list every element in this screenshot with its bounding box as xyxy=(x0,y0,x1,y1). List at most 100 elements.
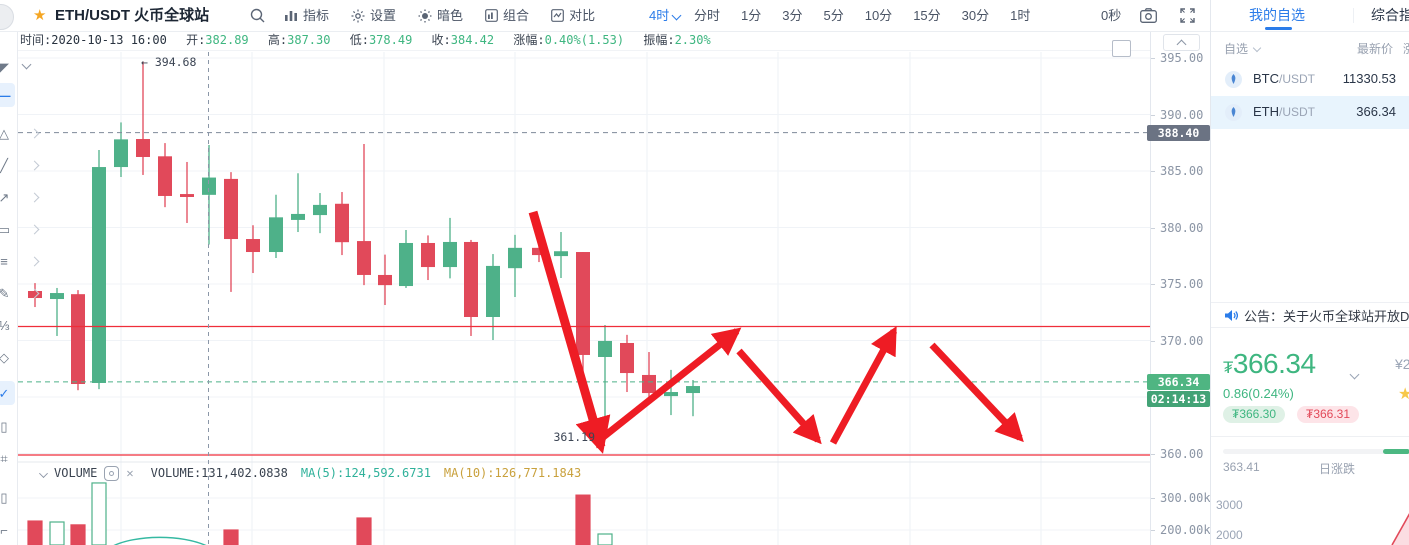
settings-icon xyxy=(351,9,365,23)
day-range-bar xyxy=(1223,449,1409,454)
indicators-icon xyxy=(284,9,298,22)
candlestick-chart[interactable]: ← 394.68 361.19 xyxy=(0,31,1150,545)
volume-ma10: MA(10):126,771.1843 xyxy=(443,466,582,480)
volume-close-icon[interactable]: ✕ xyxy=(126,466,134,480)
group-filter[interactable]: 自选 xyxy=(1224,40,1262,57)
timeframe-option[interactable]: 1时 xyxy=(1010,8,1031,23)
axis-tick xyxy=(1151,284,1155,285)
price-column-label[interactable]: 最新价 xyxy=(1357,42,1394,56)
drawing-tool-icon[interactable]: ✎ xyxy=(0,286,10,301)
axis-tick xyxy=(1151,340,1155,342)
axis-tick xyxy=(1151,530,1155,531)
drawing-tool-icon[interactable]: ◤ xyxy=(0,60,9,75)
timeframe-list: 分时 1分 3分 5分 10分 15分 30分 1时 xyxy=(694,0,1030,31)
huobi-token-icon xyxy=(1225,71,1242,88)
search-icon[interactable] xyxy=(250,8,265,23)
bid-price-pill: ₮366.30 xyxy=(1223,406,1286,423)
exchange-logo xyxy=(0,4,14,30)
change-column-label[interactable]: 涨 xyxy=(1403,40,1409,57)
timeframe-selected[interactable]: 4时 xyxy=(649,0,682,31)
pane-collapse-icon[interactable] xyxy=(21,55,32,73)
day-range-fill xyxy=(1383,449,1409,454)
price-axis-label: 375.00 xyxy=(1160,277,1204,291)
pair-base: BTC/USDT xyxy=(1253,71,1315,86)
price-axis-label: 385.00 xyxy=(1160,164,1204,178)
tab-composite-index[interactable]: 综合指标 xyxy=(1371,7,1409,23)
price-axis-label: 390.00 xyxy=(1160,107,1204,122)
tool-label: 设置 xyxy=(370,8,397,23)
last-price-large: ₮366.34 xyxy=(1223,348,1316,379)
drawing-tool-icon[interactable]: — xyxy=(0,88,15,103)
tool-settings[interactable]: 设置 xyxy=(351,0,396,31)
drawing-tool-icon[interactable]: ✓ xyxy=(0,386,10,401)
price-axis[interactable]: 388.40 366.34 02:14:13 395.00 390.00 385.0… xyxy=(1147,31,1211,545)
timeframe-option[interactable]: 3分 xyxy=(782,8,803,23)
depth-axis-label: 3000 xyxy=(1216,498,1243,512)
price-axis-label: 370.00 xyxy=(1160,333,1204,348)
favorite-star-icon[interactable]: ★ xyxy=(1398,384,1409,404)
watchlist-row-eth[interactable]: ETH/USDT 366.34 xyxy=(1211,96,1409,129)
tool-layout[interactable]: 组合 xyxy=(485,0,529,31)
drawing-tool-icon[interactable]: ▯ xyxy=(0,490,8,505)
symbol-title: ETH/USDT 火币全球站 xyxy=(55,7,210,24)
tab-divider xyxy=(1353,8,1354,23)
svg-text:361.19: 361.19 xyxy=(553,430,595,444)
chart-tools: 指标 设置 暗色 组合 对比 xyxy=(284,0,595,31)
watchlist-row-btc[interactable]: BTC/USDT 11330.53 xyxy=(1211,63,1409,96)
drawing-tool-icon[interactable]: ≡ xyxy=(0,254,8,269)
timeframe-option[interactable]: 10分 xyxy=(864,8,893,23)
favorite-star-icon[interactable]: ★ xyxy=(33,7,47,24)
pair-quote: /USDT xyxy=(1279,105,1315,119)
top-toolbar: ★ ETH/USDT 火币全球站 指标 设置 暗色 组合 对比 4时 分时 1分 3分 5分 1… xyxy=(0,0,1210,32)
tool-dark-mode[interactable]: 暗色 xyxy=(418,0,463,31)
day-low-value: 363.41 xyxy=(1223,460,1260,474)
divider xyxy=(1211,436,1409,437)
drawing-tool-icon[interactable]: ↗ xyxy=(0,190,10,205)
drawing-tool-icon[interactable]: ⌗ xyxy=(0,451,8,466)
drawing-tool-icon[interactable]: ╱ xyxy=(0,158,8,173)
ohlc-info-bar: 时间:2020-10-13 16:00 开:382.89 高:387.30 低:… xyxy=(17,31,1150,51)
watchlist-column-header: 自选 最新价 涨 xyxy=(1211,36,1409,60)
volume-axis-label: 200.00k xyxy=(1160,523,1211,537)
volume-collapse-icon[interactable] xyxy=(39,468,48,478)
tool-indicators[interactable]: 指标 xyxy=(284,0,329,31)
pair-price: 366.34 xyxy=(1356,104,1396,119)
pair-quote: /USDT xyxy=(1279,72,1315,86)
day-range-label: 日涨跌 xyxy=(1319,462,1356,476)
drawing-tool-icon[interactable]: ▭ xyxy=(0,222,11,237)
axis-tick xyxy=(1151,58,1155,59)
drawing-tool-icon[interactable]: ◇ xyxy=(0,350,9,365)
volume-header: VOLUME ✕ VOLUME:131,402.0838 MA(5):124,5… xyxy=(39,465,582,481)
drawing-tool-icon[interactable]: ⌐ xyxy=(0,523,8,538)
layout-icon xyxy=(485,9,498,22)
volume-value: VOLUME:131,402.0838 xyxy=(150,466,288,480)
axis-scroll-up-button[interactable] xyxy=(1163,34,1200,51)
drawing-tool-icon[interactable]: ⅓ xyxy=(0,318,10,333)
chevron-down-icon xyxy=(1253,43,1262,53)
announcement-text: 公告：关于火币全球站开放D xyxy=(1244,308,1409,324)
drawing-toolbar: ◤ — △ ╱ ↗ ▭ ≡ ✎ ⅓ ◇ ✓ ▯ ⌗ ▯ ⌐ xyxy=(0,31,18,545)
chevron-down-icon xyxy=(671,10,682,21)
timeframe-option[interactable]: 1分 xyxy=(741,8,762,23)
timeframe-option[interactable]: 30分 xyxy=(961,8,990,23)
compare-icon xyxy=(551,9,564,22)
axis-tick xyxy=(1151,453,1155,455)
drawing-tool-icon[interactable]: ▯ xyxy=(0,419,8,434)
timeframe-option[interactable]: 15分 xyxy=(913,8,941,23)
price-expand-chevron[interactable] xyxy=(1349,365,1360,383)
announcement-bar[interactable]: 公告：关于火币全球站开放D xyxy=(1211,302,1409,328)
price-axis-label: 360.00 xyxy=(1160,446,1204,461)
tab-my-watchlist[interactable]: 我的自选 xyxy=(1249,7,1305,23)
tool-compare[interactable]: 对比 xyxy=(551,0,595,31)
countdown-badge: 02:14:13 xyxy=(1147,390,1210,407)
timeframe-option[interactable]: 分时 xyxy=(694,8,721,23)
volume-title: VOLUME xyxy=(54,466,98,480)
volume-settings-icon[interactable] xyxy=(104,465,120,481)
timeframe-option[interactable]: 5分 xyxy=(823,8,844,23)
restore-pane-icon[interactable] xyxy=(1112,40,1131,57)
camera-icon[interactable] xyxy=(1140,8,1157,23)
tool-highlight xyxy=(0,83,15,107)
drawing-tool-icon[interactable]: △ xyxy=(0,126,9,141)
fullscreen-icon[interactable] xyxy=(1180,8,1195,23)
